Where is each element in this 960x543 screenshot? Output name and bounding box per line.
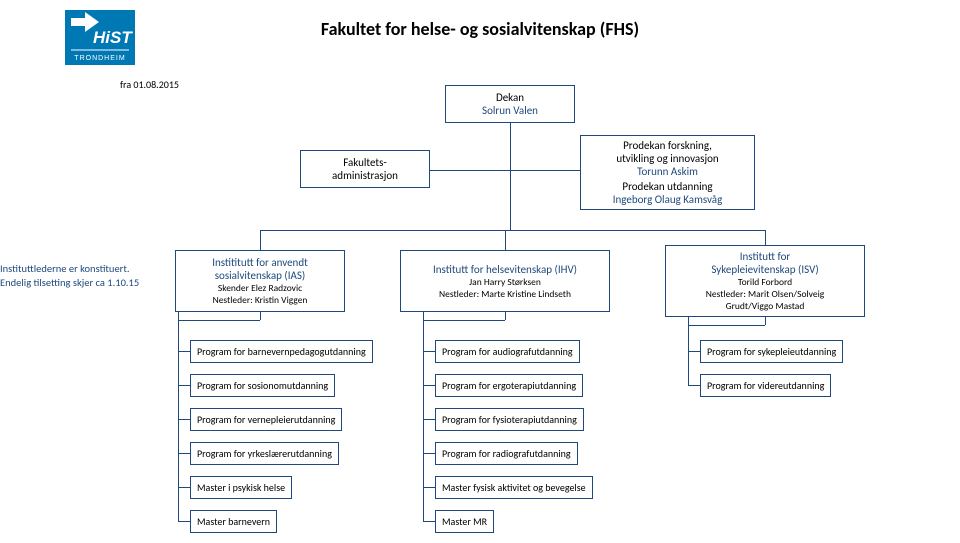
fakadm-l2: administrasjon [305, 169, 425, 182]
program-item: Program for ergoterapiutdanning [435, 374, 583, 397]
program-item: Program for yrkeslærerutdanning [190, 442, 339, 465]
ias-l3: Skender Elez Radzovic [180, 282, 340, 294]
dekan-box: Dekan Solrun Valen [445, 85, 575, 123]
program-item: Program for audiografutdanning [435, 340, 580, 363]
ihv-l2: Jan Harry Størksen [405, 276, 605, 288]
isv-l5: Grudt/Viggo Mastad [670, 300, 860, 312]
isv-l1: Institutt for [670, 250, 860, 263]
program-item: Master MR [435, 510, 494, 533]
constituert-note-l1: Instituttlederne er konstituert. [0, 262, 160, 275]
inst-ias-box: Instititutt for anvendt sosialvitenskap … [175, 250, 345, 312]
ias-l2: sosialvitenskap (IAS) [180, 269, 340, 282]
isv-l3: Torild Forbord [670, 276, 860, 288]
fakultetsadmin-box: Fakultets- administrasjon [300, 150, 430, 188]
prodekan-l2: utvikling og innovasjon [585, 152, 750, 165]
inst-isv-box: Institutt for Sykepleievitenskap (ISV) T… [665, 245, 865, 317]
program-item: Master barnevern [190, 510, 277, 533]
ihv-l1: Institutt for helsevitenskap (IHV) [405, 263, 605, 276]
program-item: Master i psykisk helse [190, 476, 292, 499]
isv-l4: Nestleder: Marit Olsen/Solveig [670, 288, 860, 300]
program-item: Program for videreutdanning [700, 374, 831, 397]
isv-l2: Sykepleievitenskap (ISV) [670, 263, 860, 276]
fakadm-l1: Fakultets- [305, 156, 425, 169]
prodekan-l5: Ingeborg Olaug Kamsvåg [585, 193, 750, 206]
prodekan-l4: Prodekan utdanning [585, 180, 750, 193]
inst-ihv-box: Institutt for helsevitenskap (IHV) Jan H… [400, 250, 610, 312]
program-item: Program for fysioterapiutdanning [435, 408, 584, 431]
prodekan-l1: Prodekan forskning, [585, 139, 750, 152]
date-note: fra 01.08.2015 [120, 78, 179, 91]
ias-l4: Nestleder: Kristin Viggen [180, 294, 340, 306]
program-item: Program for radiografutdanning [435, 442, 578, 465]
ihv-l3: Nestleder: Marte Kristine Lindseth [405, 288, 605, 300]
program-item: Program for vernepleierutdanning [190, 408, 342, 431]
dekan-label: Dekan [450, 91, 570, 104]
dekan-name: Solrun Valen [450, 104, 570, 117]
constituert-note-l2: Endelig tilsetting skjer ca 1.10.15 [0, 276, 160, 289]
page-title: Fakultet for helse- og sosialvitenskap (… [0, 18, 960, 40]
prodekan-l3: Torunn Askim [585, 165, 750, 178]
svg-text:TRONDHEIM: TRONDHEIM [74, 55, 125, 62]
prodekan-box: Prodekan forskning, utvikling og innovas… [580, 135, 755, 210]
program-item: Program for sykepleieutdanning [700, 340, 843, 363]
program-item: Program for barnevernpedagogutdanning [190, 340, 373, 363]
program-item: Master fysisk aktivitet og bevegelse [435, 476, 593, 499]
ias-l1: Instititutt for anvendt [180, 256, 340, 269]
program-item: Program for sosionomutdanning [190, 374, 335, 397]
